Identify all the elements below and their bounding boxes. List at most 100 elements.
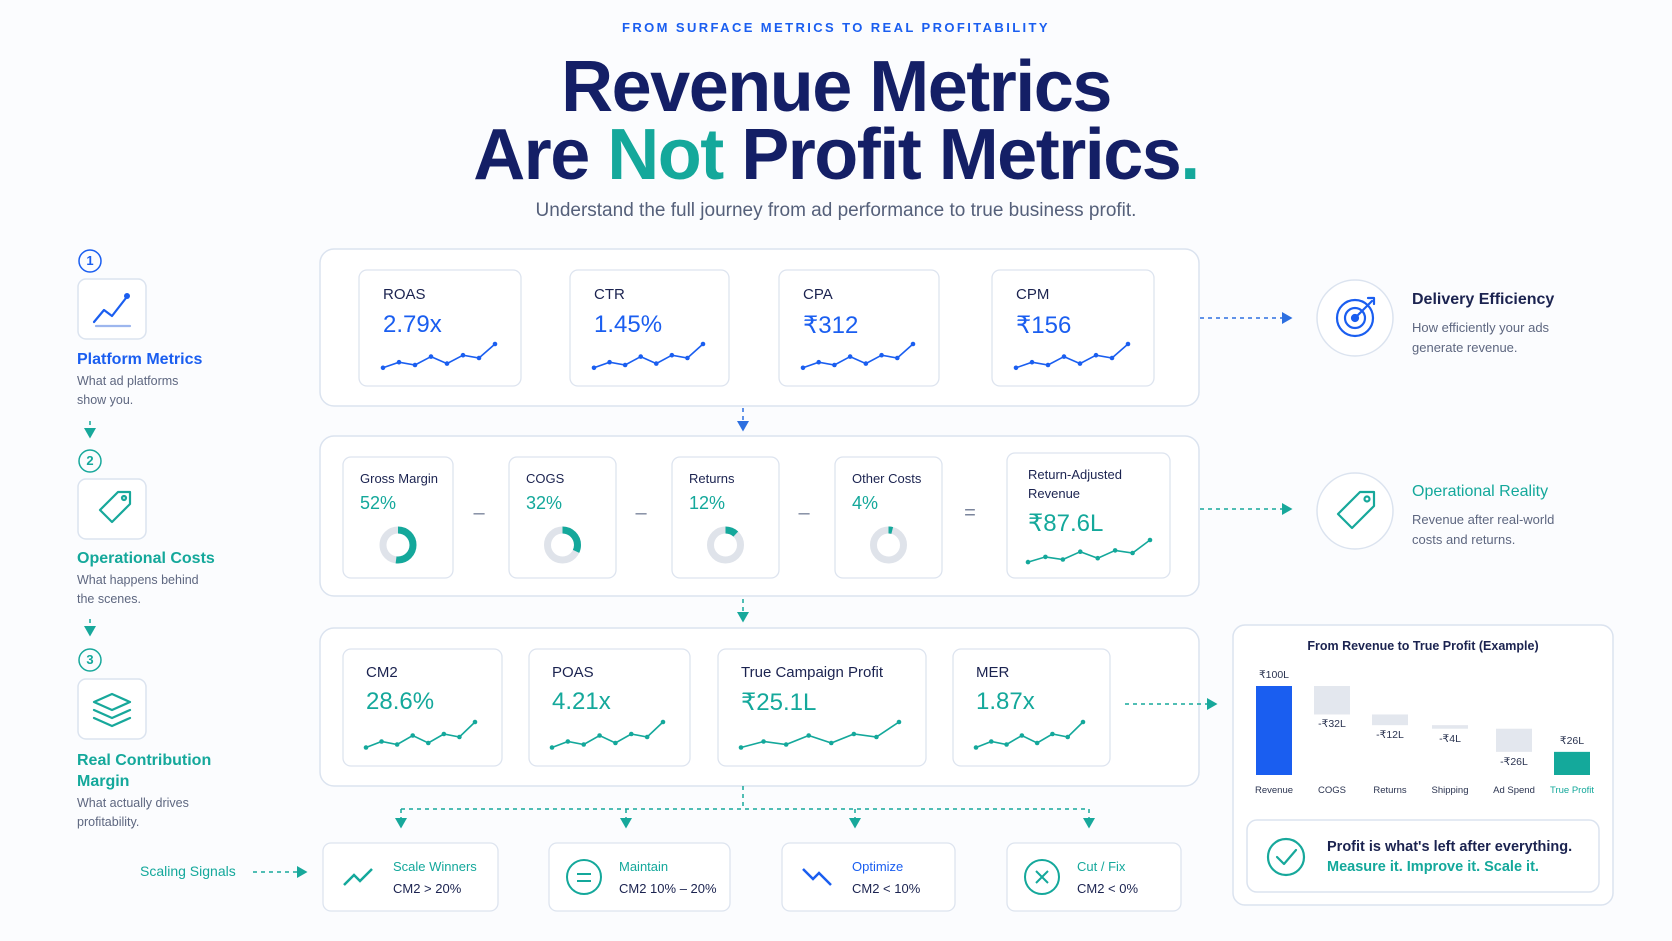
- metric-label: ROAS: [383, 286, 426, 303]
- sparkline-dot: [832, 362, 837, 368]
- sparkline-dot: [1060, 557, 1066, 562]
- sparkline-dot: [1095, 555, 1101, 561]
- icon: [1024, 859, 1060, 895]
- sparkline-dot: [394, 742, 400, 747]
- sparkline-dot: [1080, 719, 1086, 725]
- sparkline-dot: [1019, 733, 1025, 738]
- sparkline-dot: [894, 355, 900, 361]
- sparkline-dot: [1004, 742, 1009, 747]
- sparkline-dot: [428, 354, 434, 359]
- sparkline-dot: [1043, 554, 1048, 560]
- cost-label: Gross Margin: [360, 471, 439, 486]
- card: [1006, 452, 1171, 579]
- side-description: How efficiently your ads generate revenu…: [1412, 320, 1550, 355]
- sparkline: [365, 721, 476, 749]
- result-value: ₹87.6L: [1028, 510, 1104, 537]
- title-part: Are: [473, 115, 608, 195]
- metric-value: 28.6%: [366, 688, 435, 715]
- side-title: Operational Reality: [1412, 483, 1549, 500]
- sparkline-dot: [396, 359, 402, 365]
- signal-title: Scale Winners: [393, 859, 477, 874]
- operator: –: [798, 502, 810, 524]
- sparkline-dot: [1029, 359, 1035, 365]
- signal-title: Cut / Fix: [1077, 859, 1126, 874]
- waterfall-bar: [1256, 686, 1292, 775]
- side-title: Delivery Efficiency: [1412, 291, 1555, 308]
- sparkline-dot: [1025, 559, 1031, 565]
- card: [834, 456, 943, 579]
- sparkline-dot: [1045, 362, 1051, 368]
- donut-arc: [707, 526, 744, 564]
- icon: [577, 873, 591, 882]
- sparkline-dot: [492, 341, 498, 347]
- metric-label: CPM: [1016, 286, 1050, 303]
- sparkline: [551, 721, 664, 749]
- sparkline-dot: [565, 739, 571, 744]
- sparkline-dot: [472, 719, 478, 725]
- card: [508, 456, 617, 579]
- metric-label: CM2: [366, 664, 398, 681]
- sparkline-dot: [597, 733, 602, 738]
- side-description: Revenue after real-world costs and retur…: [1412, 512, 1555, 547]
- waterfall-bar: [1372, 714, 1408, 726]
- card: [342, 456, 454, 579]
- sparkline: [975, 721, 1084, 749]
- title: Revenue Metrics: [561, 47, 1112, 127]
- sparkline-dot: [549, 745, 555, 750]
- sparkline: [802, 343, 914, 369]
- category-label: Ad Spend: [1493, 785, 1535, 796]
- step-description: What actually drives profitability.: [77, 796, 189, 829]
- sparkline-dot: [1077, 361, 1083, 366]
- title-part: Not: [607, 115, 724, 195]
- step-title: Real Contribution Margin: [77, 752, 212, 790]
- eyebrow: FROM SURFACE METRICS TO REAL PROFITABILI…: [622, 20, 1050, 35]
- sparkline-dot: [1077, 549, 1083, 554]
- sparkline-dot: [1130, 550, 1135, 556]
- metric-label: CTR: [594, 286, 625, 303]
- donut-arc: [544, 526, 581, 564]
- step-title: Operational Costs: [77, 550, 215, 567]
- category-label: Shipping: [1431, 785, 1469, 796]
- sparkline-dot: [879, 352, 884, 358]
- sparkline-dot: [441, 731, 447, 737]
- step-description: What happens behind the scenes.: [77, 573, 199, 606]
- sparkline-dot: [444, 361, 450, 366]
- sparkline-dot: [410, 733, 416, 738]
- sparkline-dot: [363, 745, 369, 750]
- result-label: Return-Adjusted: [1028, 467, 1122, 482]
- card: [548, 842, 731, 912]
- value-label: -₹26L: [1500, 755, 1528, 768]
- card: [342, 648, 503, 767]
- cost-label: Returns: [689, 471, 735, 486]
- subtitle: Understand the full journey from ad perf…: [535, 200, 1137, 221]
- waterfall-bar: [1432, 725, 1468, 729]
- sparkline-dot: [1050, 731, 1055, 737]
- cost-value: 32%: [526, 493, 563, 513]
- title: Are Not Profit Metrics.: [0, 114, 1672, 196]
- sparkline-dot: [700, 341, 706, 347]
- donut-arc: [379, 526, 417, 564]
- title-part: Profit Metrics: [722, 115, 1182, 195]
- value-label: -₹12L: [1376, 729, 1404, 742]
- signal-rule: CM2 < 0%: [1077, 881, 1139, 896]
- icon: [802, 868, 832, 886]
- cost-value: 52%: [360, 493, 397, 513]
- waterfall-bar: [1554, 751, 1590, 775]
- sparkline-dot: [1109, 355, 1115, 361]
- sparkline-dot: [783, 742, 789, 747]
- metric-value: ₹312: [803, 312, 859, 339]
- category-label: Revenue: [1254, 785, 1294, 796]
- step-circles: [78, 249, 102, 672]
- note-line: Profit is what's left after everything.: [1327, 839, 1573, 855]
- step-title: Platform Metrics: [77, 351, 203, 368]
- value-label: -₹32L: [1318, 718, 1346, 731]
- cost-value: 4%: [852, 493, 879, 513]
- icon: [1035, 870, 1049, 884]
- sparkline-dot: [379, 739, 384, 744]
- sparkline-dot: [816, 359, 822, 365]
- signal-rule: CM2 < 10%: [852, 881, 921, 896]
- sparkline-dot: [607, 359, 612, 365]
- sparkline-dot: [425, 740, 431, 746]
